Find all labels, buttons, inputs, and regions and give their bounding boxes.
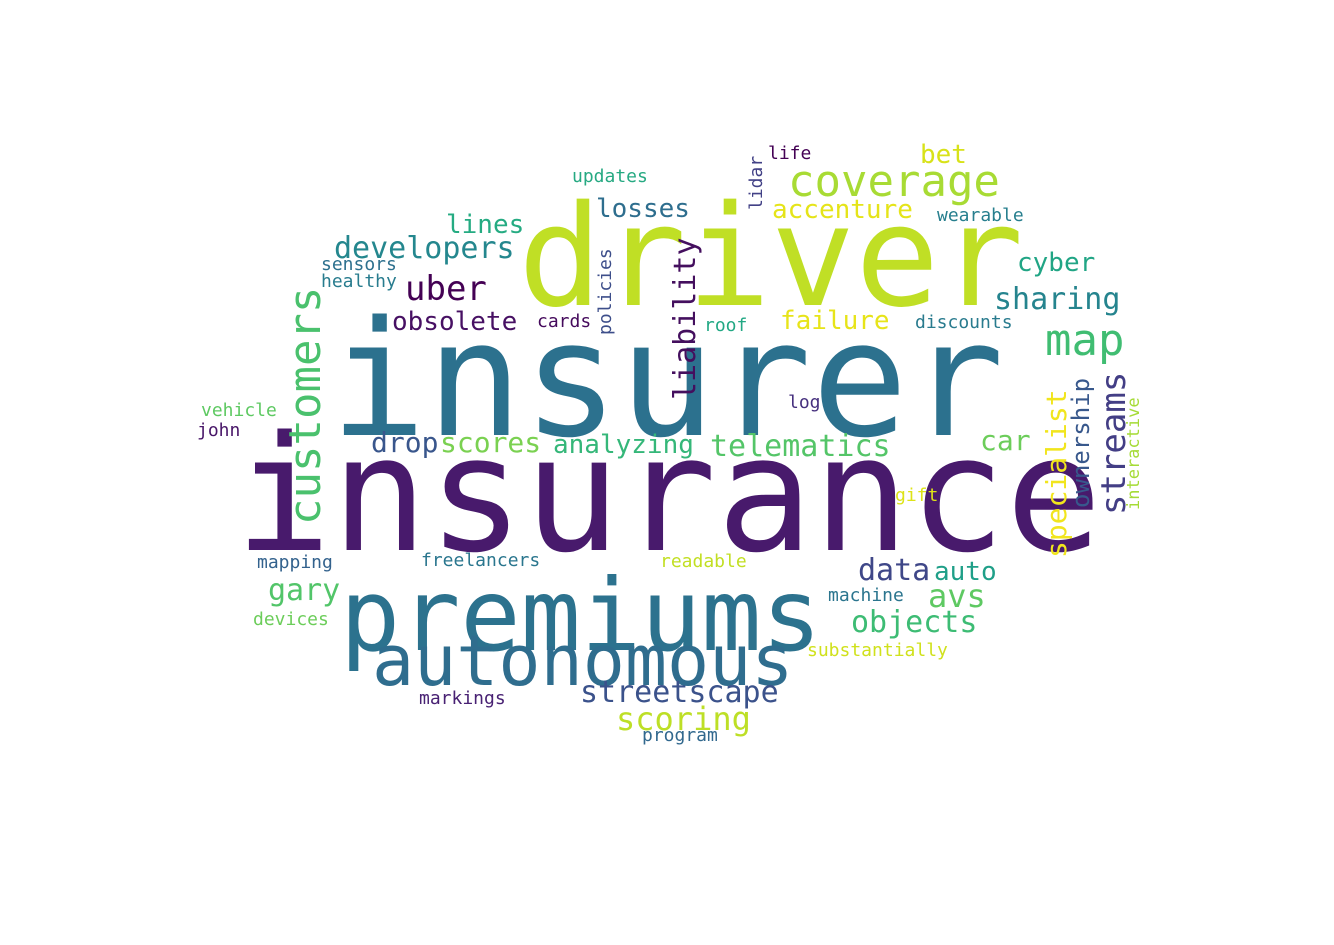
word-interactive: interactive bbox=[1124, 397, 1144, 510]
word-uber: uber bbox=[405, 269, 487, 309]
word-accenture: accenture bbox=[772, 195, 913, 225]
word-insurer: insurer bbox=[330, 286, 1004, 473]
word-sensors: sensors bbox=[321, 254, 397, 275]
word-telematics: telematics bbox=[710, 429, 891, 464]
word-insurance: insurance bbox=[235, 401, 1102, 588]
word-gift: gift bbox=[895, 485, 938, 506]
word-healthy: healthy bbox=[321, 271, 397, 292]
word-roof: roof bbox=[704, 315, 747, 336]
word-scoring: scoring bbox=[616, 700, 751, 738]
word-life: life bbox=[768, 143, 811, 164]
word-car: car bbox=[980, 424, 1031, 457]
word-failure: failure bbox=[780, 306, 890, 336]
word-obsolete: obsolete bbox=[392, 307, 517, 337]
word-gary: gary bbox=[268, 573, 340, 608]
word-john: john bbox=[197, 420, 240, 441]
word-streetscape: streetscape bbox=[580, 675, 779, 710]
word-lidar: lidar bbox=[746, 156, 767, 210]
word-drop: drop bbox=[371, 426, 438, 459]
word-machine: machine bbox=[828, 585, 904, 606]
word-freelancers: freelancers bbox=[421, 550, 540, 571]
word-streams: streams bbox=[1094, 372, 1134, 515]
word-autonomous: autonomous bbox=[372, 620, 793, 702]
word-auto: auto bbox=[934, 557, 997, 587]
word-devices: devices bbox=[253, 609, 329, 630]
word-updates: updates bbox=[572, 166, 648, 187]
word-discounts: discounts bbox=[915, 312, 1013, 333]
word-driver: driver bbox=[518, 176, 1024, 339]
word-policies: policies bbox=[595, 248, 616, 335]
word-program: program bbox=[642, 725, 718, 746]
word-cyber: cyber bbox=[1017, 248, 1095, 278]
word-log: log bbox=[788, 392, 821, 413]
word-coverage: coverage bbox=[788, 156, 1000, 207]
word-sharing: sharing bbox=[994, 282, 1120, 317]
word-specialist: specialist bbox=[1040, 389, 1073, 558]
word-avs: avs bbox=[928, 577, 986, 615]
word-cards: cards bbox=[537, 311, 591, 332]
word-liability: liability bbox=[668, 237, 703, 400]
word-readable: readable bbox=[660, 551, 747, 572]
word-premiums: premiums bbox=[340, 557, 822, 674]
word-analyzing: analyzing bbox=[553, 430, 694, 460]
word-substantially: substantially bbox=[807, 640, 948, 661]
word-scores: scores bbox=[440, 426, 541, 459]
word-objects: objects bbox=[851, 605, 977, 640]
word-data: data bbox=[858, 553, 930, 588]
word-markings: markings bbox=[419, 688, 506, 709]
word-mapping: mapping bbox=[257, 552, 333, 573]
word-developers: developers bbox=[334, 231, 515, 266]
word-customers: customers bbox=[280, 287, 331, 525]
word-bet: bet bbox=[920, 140, 967, 170]
word-losses: losses bbox=[596, 194, 690, 224]
word-ownership: ownership bbox=[1067, 378, 1095, 508]
word-map: map bbox=[1045, 315, 1124, 366]
word-lines: lines bbox=[446, 210, 524, 240]
word-wearable: wearable bbox=[937, 205, 1024, 226]
word-vehicle: vehicle bbox=[201, 400, 277, 421]
